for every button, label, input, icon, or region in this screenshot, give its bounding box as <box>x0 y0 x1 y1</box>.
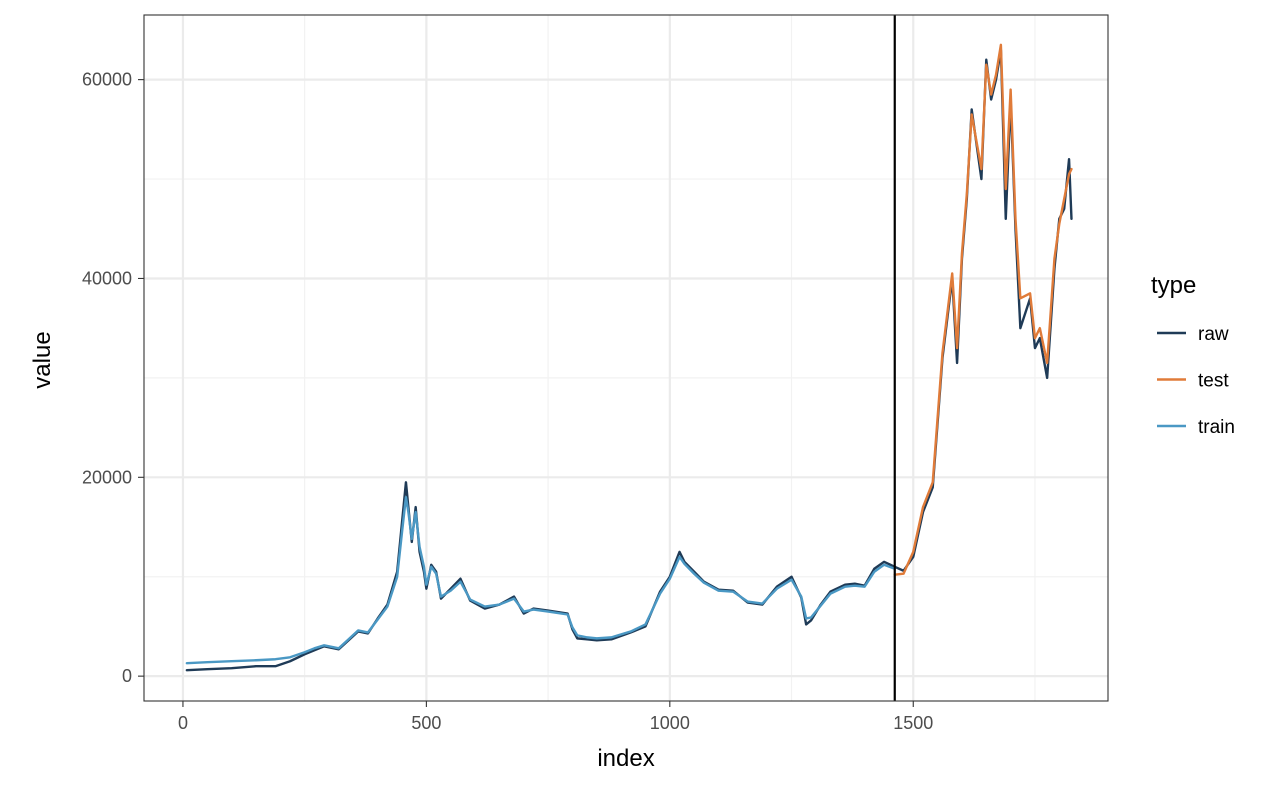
series-line-train <box>185 495 896 665</box>
y-tick-label-0: 0 <box>122 666 132 686</box>
plot-border <box>143 14 1109 702</box>
legend-title: type <box>1151 272 1196 299</box>
plot-area <box>143 14 1109 702</box>
grid-major <box>144 15 1108 701</box>
y-tick-label-1: 20000 <box>82 467 132 487</box>
x-tick-label-3: 1500 <box>893 713 933 733</box>
legend-label-test: test <box>1198 371 1229 392</box>
legend-label-train: train <box>1198 417 1235 438</box>
x-axis: 0 500 1000 1500 <box>178 701 933 733</box>
x-axis-title: index <box>597 745 654 772</box>
grid-minor <box>144 15 1108 701</box>
y-axis: 0 20000 40000 60000 <box>82 70 144 686</box>
y-tick-label-2: 40000 <box>82 268 132 288</box>
y-axis-title: value <box>29 331 56 388</box>
legend: type raw test train <box>1151 272 1235 438</box>
x-tick-label-2: 1000 <box>650 713 690 733</box>
x-tick-label-1: 500 <box>411 713 441 733</box>
series-layer <box>185 43 1073 672</box>
y-tick-label-3: 60000 <box>82 70 132 90</box>
x-tick-label-0: 0 <box>178 713 188 733</box>
series-line-test <box>893 43 1073 576</box>
legend-label-raw: raw <box>1198 324 1229 345</box>
